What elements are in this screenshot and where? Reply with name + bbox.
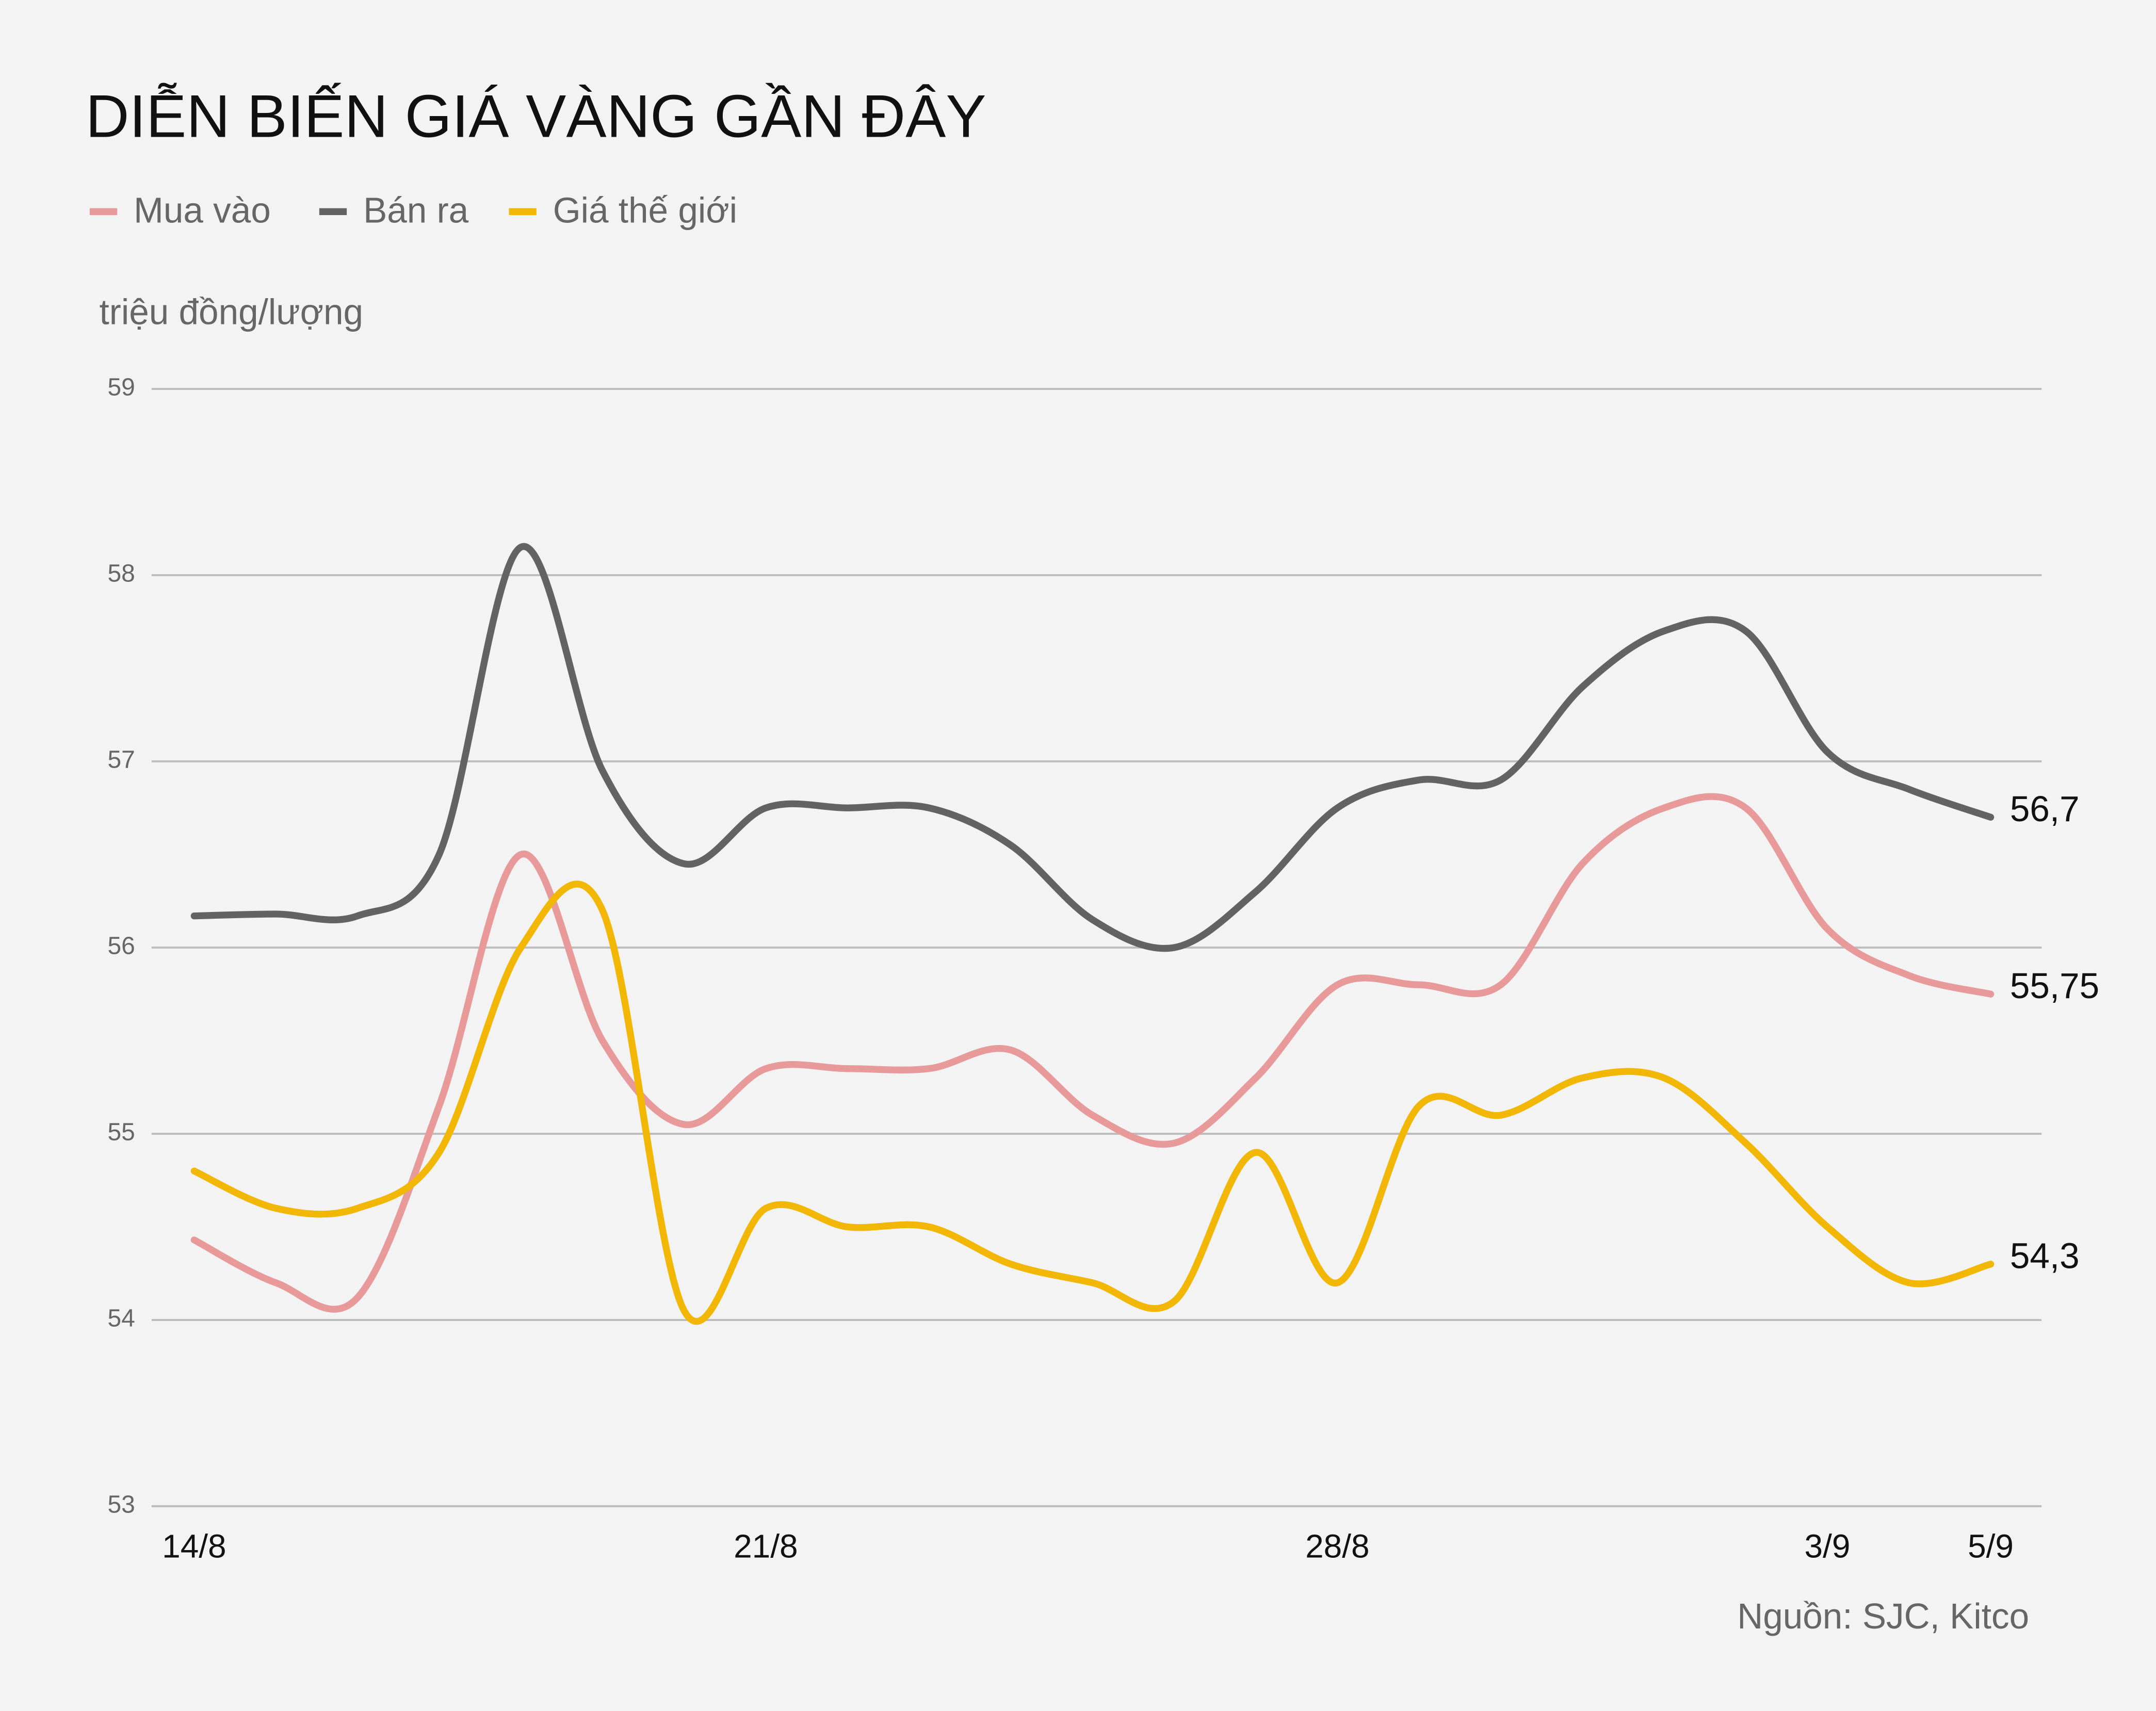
y-tick-label: 56 [107, 933, 135, 960]
y-tick-label: 57 [107, 746, 135, 774]
x-tick-label: 28/8 [1305, 1528, 1369, 1565]
value-label: 56,7 [2010, 789, 2080, 829]
y-tick-label: 59 [107, 374, 135, 401]
y-tick-label: 53 [107, 1491, 135, 1519]
x-tick-label: 14/8 [162, 1528, 226, 1565]
y-tick-label: 55 [107, 1119, 135, 1146]
x-tick-label: 5/9 [1968, 1528, 2014, 1565]
value-label: 55,75 [2010, 966, 2099, 1006]
legend-label: Bán ra [363, 190, 469, 230]
line-series [190, 793, 1995, 1313]
legend-label: Giá thế giới [553, 190, 737, 230]
chart-title: DIỄN BIẾN GIÁ VÀNG GẦN ĐÂY [86, 82, 986, 150]
x-tick-label: 21/8 [734, 1528, 798, 1565]
y-tick-label: 58 [107, 560, 135, 588]
source: Nguồn: SJC, Kitco [1737, 1596, 2029, 1636]
y-axis-label: triệu đồng/lượng [100, 291, 364, 332]
x-tick-label: 3/9 [1805, 1528, 1851, 1565]
legend-label: Mua vào [134, 190, 271, 230]
line-series [190, 881, 1995, 1325]
line-series [190, 543, 1995, 952]
y-tick-label: 54 [107, 1305, 135, 1332]
value-label: 54,3 [2010, 1235, 2080, 1276]
